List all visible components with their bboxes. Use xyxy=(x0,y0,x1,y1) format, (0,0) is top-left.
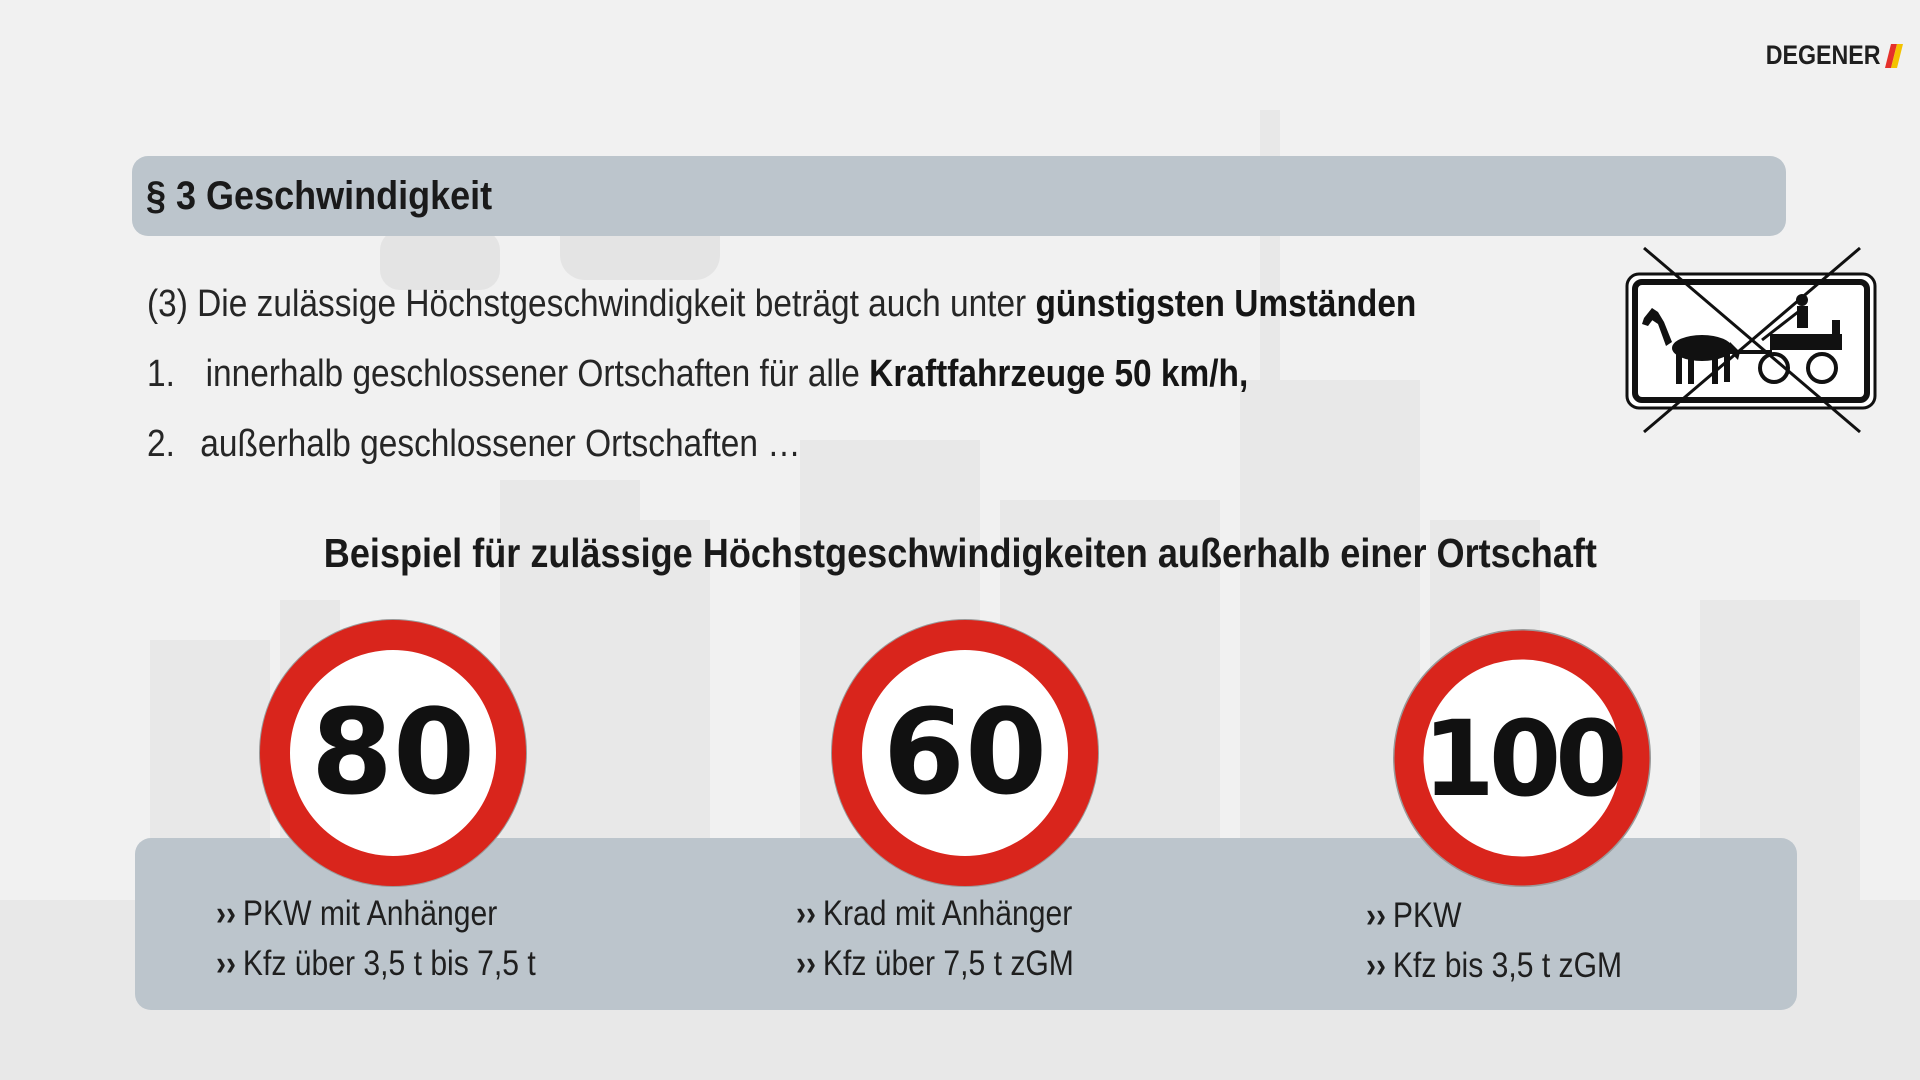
bullet-icon: ›› xyxy=(1366,946,1387,985)
vehicle-list-100: ›› PKW ›› Kfz bis 3,5 t zGM xyxy=(1366,891,1664,991)
vehicle-label: Kfz über 7,5 t zGM xyxy=(822,944,1074,983)
example-heading-text: Beispiel für zulässige Höchstgeschwindig… xyxy=(323,530,1597,576)
section-title: § 3 Geschwindigkeit xyxy=(146,173,493,218)
vehicle-label: Kfz über 3,5 t bis 7,5 t xyxy=(242,944,536,983)
brand-name: DEGENER xyxy=(1766,40,1881,70)
list-item: ›› PKW mit Anhänger xyxy=(216,889,536,939)
rule-item-2: 2. außerhalb geschlossener Ortschaften … xyxy=(147,415,1416,485)
rule-intro-text: (3) Die zulässige Höchstgeschwindigkeit … xyxy=(147,283,1027,325)
speed-limit-sign-80: 80 xyxy=(259,619,527,887)
example-heading: Beispiel für zulässige Höchstgeschwindig… xyxy=(0,530,1920,577)
speed-value: 100 xyxy=(1422,698,1623,820)
rule-text: (3) Die zulässige Höchstgeschwindigkeit … xyxy=(147,275,1589,485)
bullet-icon: ›› xyxy=(216,944,237,983)
rule-item-number: 1. xyxy=(147,353,175,395)
rule-intro: (3) Die zulässige Höchstgeschwindigkeit … xyxy=(147,275,1416,345)
vehicle-label: Krad mit Anhänger xyxy=(822,894,1073,933)
speed-value: 80 xyxy=(311,683,475,821)
vehicle-list-60: ›› Krad mit Anhänger ›› Kfz über 7,5 t zGM xyxy=(796,889,1119,989)
rule-item-text: außerhalb geschlossener Ortschaften … xyxy=(200,423,801,465)
vehicle-label: PKW xyxy=(1392,896,1462,935)
section-title-bar: § 3 Geschwindigkeit xyxy=(132,156,1786,236)
speed-limit-sign-60: 60 xyxy=(831,619,1099,887)
list-item: ›› Kfz bis 3,5 t zGM xyxy=(1366,941,1622,991)
rule-item-1: 1. innerhalb geschlossener Ortschaften f… xyxy=(147,345,1416,415)
list-item: ›› Kfz über 7,5 t zGM xyxy=(796,939,1074,989)
vehicle-list-80: ›› PKW mit Anhänger ›› Kfz über 3,5 t bis … xyxy=(216,889,588,989)
speed-value: 60 xyxy=(883,683,1047,821)
speed-limit-sign-100: 100 xyxy=(1393,629,1651,887)
rule-item-number: 2. xyxy=(147,423,175,465)
bullet-icon: ›› xyxy=(216,894,237,933)
rule-intro-emphasis: günstigsten Umständen xyxy=(1035,283,1417,325)
list-item: ›› Kfz über 3,5 t bis 7,5 t xyxy=(216,939,536,989)
list-item: ›› PKW xyxy=(1366,891,1622,941)
bullet-icon: ›› xyxy=(796,894,817,933)
bullet-icon: ›› xyxy=(1366,896,1387,935)
brand-logo: DEGENER xyxy=(1747,40,1903,71)
vehicle-label: PKW mit Anhänger xyxy=(242,894,498,933)
bullet-icon: ›› xyxy=(796,944,817,983)
rule-item-text: innerhalb geschlossener Ortschaften für … xyxy=(205,353,860,395)
brand-flag-icon xyxy=(1885,43,1903,68)
list-item: ›› Krad mit Anhänger xyxy=(796,889,1074,939)
rule-item-emphasis: Kraftfahrzeuge 50 km/h, xyxy=(869,353,1249,395)
horse-carriage-crossed-icon xyxy=(1625,246,1877,434)
vehicle-label: Kfz bis 3,5 t zGM xyxy=(1392,946,1623,985)
